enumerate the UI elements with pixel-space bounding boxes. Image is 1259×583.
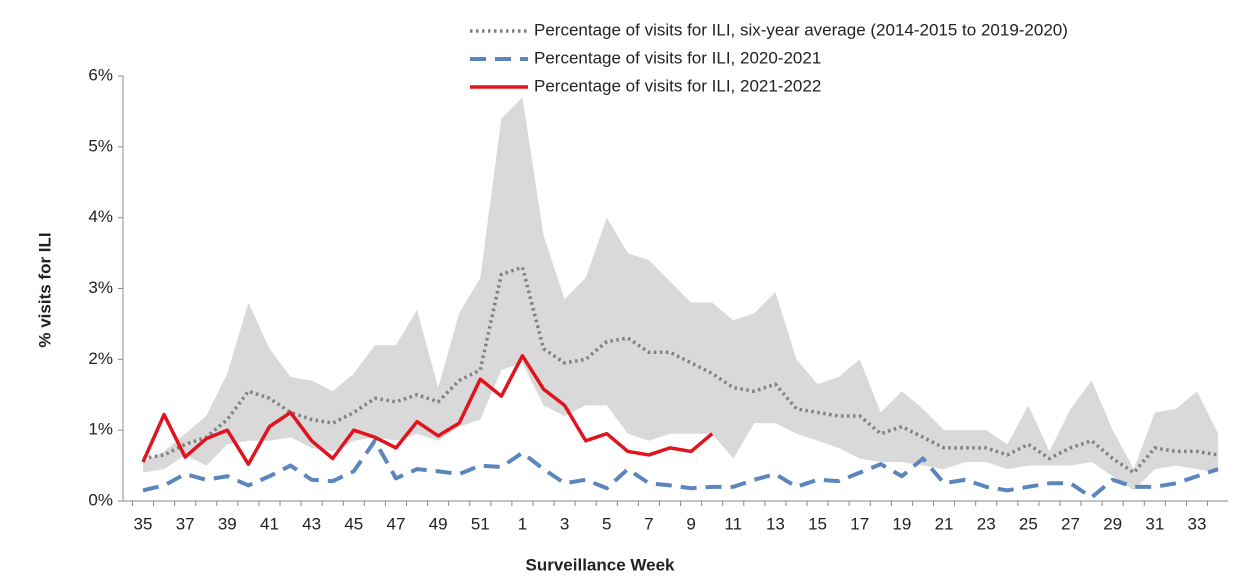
- y-tick-label: 6%: [88, 65, 113, 84]
- x-tick-label: 7: [644, 514, 653, 533]
- y-axis-title: % visits for ILI: [35, 232, 54, 347]
- x-tick-label: 33: [1188, 514, 1207, 533]
- x-tick-label: 13: [766, 514, 785, 533]
- x-tick-label: 51: [471, 514, 490, 533]
- x-tick-label: 37: [176, 514, 195, 533]
- x-tick-label: 23: [977, 514, 996, 533]
- x-tick-label: 35: [134, 514, 153, 533]
- y-tick-label: 3%: [88, 278, 113, 297]
- x-tick-label: 45: [344, 514, 363, 533]
- x-tick-label: 41: [260, 514, 279, 533]
- y-tick-label: 4%: [88, 207, 113, 226]
- x-tick-label: 1: [518, 514, 527, 533]
- x-tick-label: 21: [935, 514, 954, 533]
- x-tick-label: 17: [850, 514, 869, 533]
- x-tick-label: 25: [1019, 514, 1038, 533]
- x-tick-label: 43: [302, 514, 321, 533]
- x-tick-label: 47: [386, 514, 405, 533]
- legend-label: Percentage of visits for ILI, 2021-2022: [534, 76, 821, 95]
- legend-label: Percentage of visits for ILI, six-year a…: [534, 20, 1068, 39]
- x-tick-label: 49: [429, 514, 448, 533]
- x-axis-title: Surveillance Week: [526, 555, 676, 574]
- x-tick-label: 9: [686, 514, 695, 533]
- range-band: [143, 97, 1219, 491]
- x-tick-label: 11: [724, 514, 742, 533]
- x-tick-label: 3: [560, 514, 569, 533]
- x-tick-label: 19: [892, 514, 911, 533]
- y-tick-label: 1%: [88, 420, 113, 439]
- series-line: [142, 265, 1219, 475]
- y-tick-label: 2%: [88, 349, 113, 368]
- y-tick-label: 0%: [88, 490, 113, 509]
- x-tick-label: 31: [1145, 514, 1164, 533]
- legend-label: Percentage of visits for ILI, 2020-2021: [534, 48, 821, 67]
- x-tick-label: 27: [1061, 514, 1080, 533]
- x-tick-label: 39: [218, 514, 237, 533]
- x-tick-label: 5: [602, 514, 611, 533]
- x-tick-label: 15: [808, 514, 827, 533]
- series-line: [141, 354, 714, 466]
- x-tick-label: 29: [1103, 514, 1122, 533]
- y-tick-label: 5%: [88, 136, 113, 155]
